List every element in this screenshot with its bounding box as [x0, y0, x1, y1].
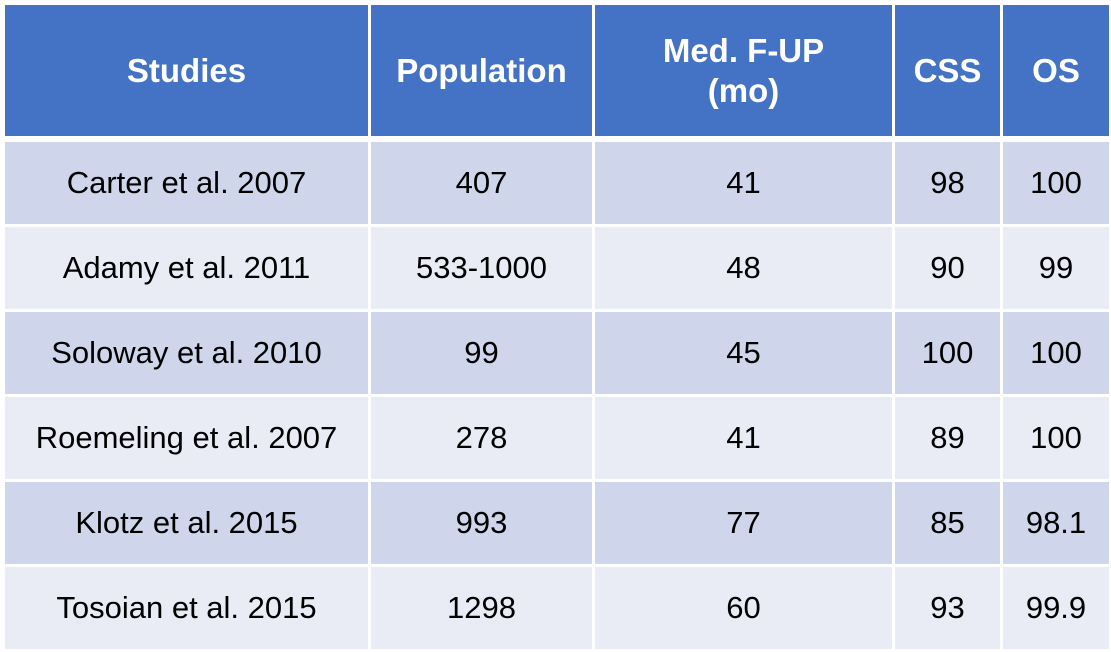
table-row: Klotz et al. 2015 993 77 85 98.1: [2, 479, 1111, 567]
cell-css: 98: [892, 137, 1003, 227]
cell-study: Adamy et al. 2011: [2, 224, 371, 312]
cell-css: 90: [892, 224, 1003, 312]
cell-study: Carter et al. 2007: [2, 137, 371, 227]
cell-css: 93: [892, 564, 1003, 652]
cell-os: 99.9: [1000, 564, 1111, 652]
cell-population: 1298: [368, 564, 595, 652]
header-os: OS: [1000, 2, 1111, 142]
cell-css: 85: [892, 479, 1003, 567]
cell-population: 278: [368, 394, 595, 482]
cell-median-follow-up: 41: [592, 137, 895, 227]
header-row: Studies Population Med. F-UP (mo) CSS OS: [2, 2, 1111, 142]
cell-population: 99: [368, 309, 595, 397]
cell-study: Klotz et al. 2015: [2, 479, 371, 567]
cell-median-follow-up: 48: [592, 224, 895, 312]
cell-population: 407: [368, 137, 595, 227]
cell-os: 99: [1000, 224, 1111, 312]
table-row: Roemeling et al. 2007 278 41 89 100: [2, 394, 1111, 482]
cell-median-follow-up: 41: [592, 394, 895, 482]
cell-os: 100: [1000, 137, 1111, 227]
cell-median-follow-up: 77: [592, 479, 895, 567]
cell-median-follow-up: 60: [592, 564, 895, 652]
header-studies: Studies: [2, 2, 371, 142]
table-row: Soloway et al. 2010 99 45 100 100: [2, 309, 1111, 397]
cell-study: Tosoian et al. 2015: [2, 564, 371, 652]
table-row: Tosoian et al. 2015 1298 60 93 99.9: [2, 564, 1111, 652]
header-css: CSS: [892, 2, 1003, 142]
table-row: Carter et al. 2007 407 41 98 100: [2, 137, 1111, 227]
cell-population: 993: [368, 479, 595, 567]
table-row: Adamy et al. 2011 533-1000 48 90 99: [2, 224, 1111, 312]
table-header: Studies Population Med. F-UP (mo) CSS OS: [2, 2, 1111, 142]
cell-css: 89: [892, 394, 1003, 482]
cell-os: 100: [1000, 394, 1111, 482]
cell-os: 98.1: [1000, 479, 1111, 567]
cell-population: 533-1000: [368, 224, 595, 312]
cell-study: Roemeling et al. 2007: [2, 394, 371, 482]
header-median-follow-up: Med. F-UP (mo): [592, 2, 895, 142]
cell-study: Soloway et al. 2010: [2, 309, 371, 397]
table-body: Carter et al. 2007 407 41 98 100 Adamy e…: [2, 137, 1111, 652]
cell-css: 100: [892, 309, 1003, 397]
cell-os: 100: [1000, 309, 1111, 397]
cell-median-follow-up: 45: [592, 309, 895, 397]
header-population: Population: [368, 2, 595, 142]
